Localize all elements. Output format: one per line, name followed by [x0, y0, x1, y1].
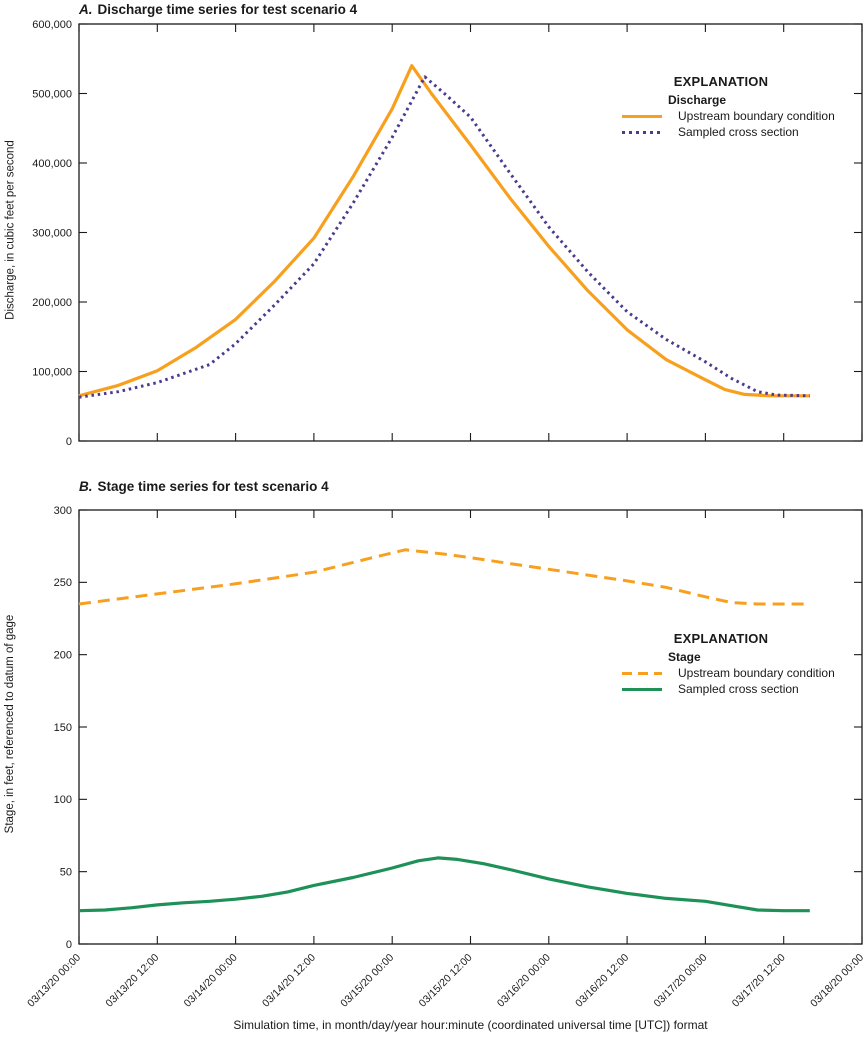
series-line-sampled-cross-section [78, 75, 810, 399]
y-tick-label: 200,000 [32, 297, 72, 309]
x-tick-label: 03/16/20 12:00 [573, 952, 631, 1010]
y-tick-label: 600,000 [32, 19, 72, 31]
chart-b-legend-group-label: Stage [668, 650, 701, 664]
y-tick-label: 250 [54, 577, 72, 589]
dashed-line-swatch-icon [622, 671, 662, 675]
chart-b-title: B. Stage time series for test scenario 4 [79, 479, 329, 494]
y-tick-label: 300 [54, 505, 72, 517]
x-tick-label: 03/17/20 00:00 [651, 952, 709, 1010]
y-tick-label: 0 [66, 436, 72, 448]
x-tick-label: 03/16/20 00:00 [495, 952, 553, 1010]
chart-b-legend-heading: EXPLANATION [673, 631, 769, 646]
x-tick-label: 03/15/20 12:00 [417, 952, 475, 1010]
x-tick-label: 03/13/20 00:00 [25, 952, 83, 1010]
chart-b-title-prefix: B. [79, 479, 93, 494]
x-tick-label: 03/14/20 12:00 [260, 952, 318, 1010]
y-tick-label: 400,000 [32, 158, 72, 170]
plot-frame [78, 509, 863, 945]
chart-b-title-text: Stage time series for test scenario 4 [97, 479, 329, 494]
series-line-upstream-boundary-condition [78, 548, 810, 606]
chart-a-y-axis-label: Discharge, in cubic feet per second [4, 140, 17, 320]
chart-a-title-prefix: A. [79, 2, 93, 17]
series-line-sampled-cross-section [78, 856, 810, 913]
chart-a-legend-group-label: Discharge [668, 93, 727, 107]
x-tick-label: 03/14/20 00:00 [182, 952, 240, 1010]
x-tick-label: 03/13/20 12:00 [103, 952, 161, 1010]
legend-entry: Sampled cross section [622, 124, 842, 140]
chart-b-legend: EXPLANATION Stage Upstream boundary cond… [600, 631, 842, 697]
legend-entry-label: Sampled cross section [678, 682, 799, 696]
legend-entry-label: Upstream boundary condition [678, 109, 835, 123]
x-axis-label: Simulation time, in month/day/year hour:… [233, 1018, 708, 1032]
legend-entry: Upstream boundary condition [622, 108, 842, 124]
solid-line-swatch-icon [622, 114, 662, 118]
chart-a-title: A. Discharge time series for test scenari… [79, 2, 357, 17]
y-tick-label: 0 [66, 939, 72, 951]
x-tick-label: 03/18/20 00:00 [808, 952, 865, 1010]
series-line-upstream-boundary-condition [78, 64, 810, 398]
chart-b-y-axis-label: Stage, in feet, referenced to datum of g… [4, 614, 16, 834]
legend-entry: Upstream boundary condition [622, 665, 842, 681]
chart-a-title-text: Discharge time series for test scenario … [97, 2, 358, 17]
y-tick-label: 300,000 [32, 227, 72, 239]
y-tick-label: 150 [54, 722, 72, 734]
dotted-line-swatch-icon [622, 130, 662, 134]
chart-a-legend: EXPLANATION Discharge Upstream boundary … [600, 74, 842, 140]
y-tick-label: 100,000 [32, 366, 72, 378]
solid-line-swatch-icon [622, 687, 662, 691]
y-tick-label: 200 [54, 649, 72, 661]
legend-entry: Sampled cross section [622, 681, 842, 697]
y-tick-label: 500,000 [32, 88, 72, 100]
legend-entry-label: Upstream boundary condition [678, 666, 835, 680]
y-tick-label: 100 [54, 794, 72, 806]
x-tick-label: 03/15/20 00:00 [338, 952, 396, 1010]
y-tick-label: 50 [60, 866, 72, 878]
legend-entry-label: Sampled cross section [678, 125, 799, 139]
chart-a-legend-heading: EXPLANATION [673, 74, 769, 89]
x-tick-label: 03/17/20 12:00 [730, 952, 788, 1010]
